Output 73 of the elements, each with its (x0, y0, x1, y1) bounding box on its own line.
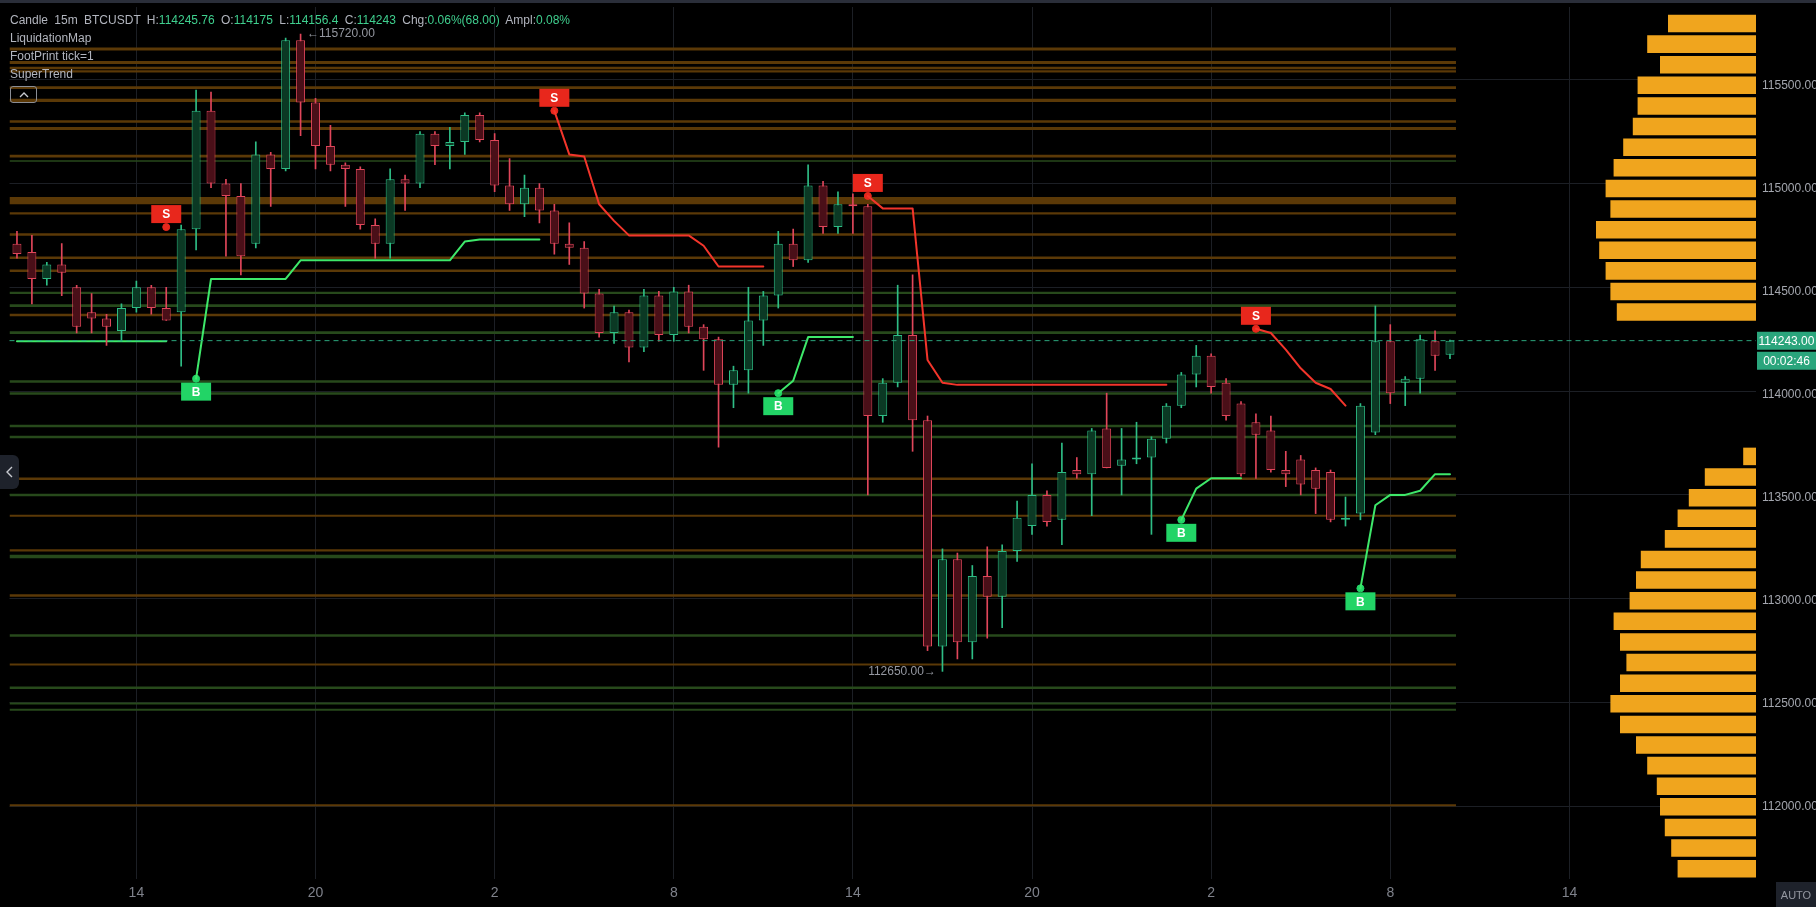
bar (1640, 550, 1756, 569)
candlestick (221, 178, 231, 257)
bar (1610, 695, 1756, 713)
data-label: B (773, 399, 783, 414)
x-tick-label: 2 (490, 884, 499, 901)
bar (1626, 653, 1756, 672)
candlestick (1400, 376, 1410, 406)
bar (1610, 200, 1756, 218)
x-tick-label: 14 (845, 884, 861, 901)
candlestick (445, 127, 455, 170)
bar (1743, 447, 1756, 466)
text: ←115720.00 (307, 26, 375, 41)
bar (1647, 35, 1756, 53)
bar (1660, 55, 1756, 74)
bar (1620, 715, 1756, 734)
bar (1704, 468, 1756, 486)
annotation: LiquidationMap (10, 30, 92, 47)
bar (1599, 241, 1756, 260)
text: 112650.00→ (868, 663, 936, 678)
bar (1668, 14, 1756, 33)
bar (1636, 736, 1756, 754)
annotation: SuperTrend (10, 66, 73, 83)
x-tick-label: 2 (1207, 884, 1216, 901)
ref-line-label: 114243.00 (1758, 333, 1815, 348)
bar (1610, 282, 1756, 301)
bar (1677, 859, 1756, 878)
bar (1596, 220, 1756, 239)
bar (1629, 591, 1756, 610)
bar (1664, 818, 1756, 837)
bar (1637, 97, 1756, 115)
bar (1623, 138, 1756, 156)
data-label: S (1251, 309, 1260, 324)
data-label: S (550, 91, 559, 106)
x-tick-label: 14 (1561, 884, 1578, 901)
data-label: S (162, 207, 171, 222)
text: AUTO (1776, 882, 1816, 907)
data-label: B (1356, 594, 1366, 609)
bar (1632, 117, 1756, 136)
x-tick-label: 8 (669, 884, 678, 901)
bar (1605, 262, 1756, 280)
bar (1647, 756, 1756, 775)
candlestick (1251, 413, 1261, 479)
bar (1613, 612, 1756, 631)
x-tick-label: 20 (307, 884, 324, 901)
candlestick (1072, 457, 1082, 479)
candlestick (400, 174, 410, 211)
data-label: B (191, 384, 201, 399)
bar (1688, 488, 1756, 507)
bar (1660, 798, 1756, 816)
x-tick-label: 8 (1386, 884, 1395, 901)
data-label: S (863, 176, 872, 191)
bar (1620, 633, 1756, 651)
bar (1637, 76, 1756, 95)
candlestick (57, 243, 67, 296)
annotation: FootPrint tick=1 (10, 48, 94, 65)
bar (1671, 839, 1756, 857)
bar (1656, 777, 1756, 795)
candlestick (1281, 450, 1291, 487)
chart-title: Candle 15m BTCUSDT H:114245.76 O:114175 L:114156.4 C:114243 Chg:0.06%(68.00) Ampl:0.08% (10, 13, 571, 27)
bar (1613, 159, 1756, 177)
bar (1664, 530, 1756, 548)
x-tick-label: 14 (128, 884, 145, 901)
bar (1620, 674, 1756, 692)
point (162, 223, 171, 232)
text: 00:02:46 (1763, 353, 1811, 368)
bar (1616, 303, 1756, 321)
data-label: B (1176, 526, 1186, 541)
bar (1605, 179, 1756, 198)
candlestick (982, 546, 992, 639)
x-tick-label: 20 (1024, 884, 1041, 901)
candlestick (564, 222, 574, 265)
bar (1636, 571, 1756, 589)
bar (1677, 509, 1756, 528)
